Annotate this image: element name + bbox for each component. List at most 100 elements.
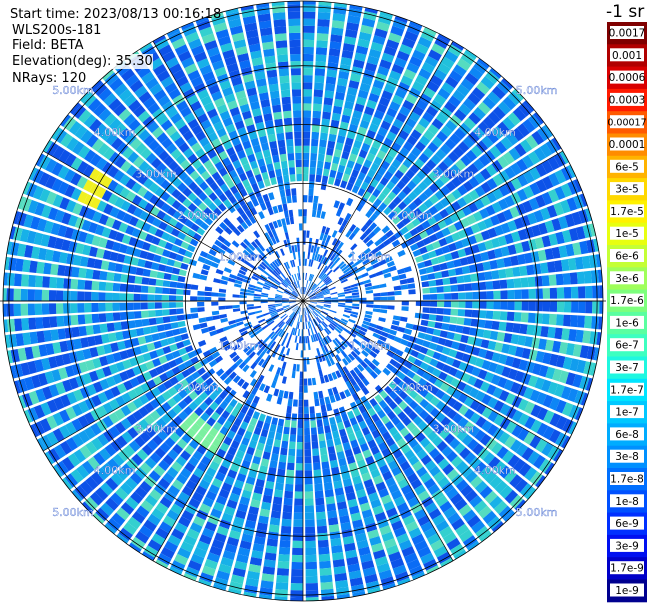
ppi-cell [413, 197, 423, 207]
ppi-cell [506, 311, 515, 322]
ppi-cell [527, 276, 536, 287]
ppi-cell [549, 353, 559, 367]
colorbar-tick-label: 1e-9 [615, 585, 639, 597]
ppi-cell [391, 320, 400, 326]
ppi-cell [421, 313, 430, 320]
ppi-cell [303, 124, 311, 132]
ppi-cell [304, 287, 306, 295]
ppi-cell [488, 362, 498, 373]
ppi-cell [489, 67, 502, 79]
ppi-cell [324, 299, 332, 301]
ppi-cell [386, 181, 396, 191]
ppi-cell [527, 375, 538, 388]
ppi-cell [464, 344, 474, 354]
ppi-cell [511, 127, 525, 142]
ppi-cell [308, 181, 315, 189]
ppi-cell [533, 147, 547, 162]
ppi-cell [554, 186, 566, 200]
ppi-cell [464, 72, 479, 86]
ppi-cell [352, 298, 360, 301]
ppi-cell [366, 55, 380, 66]
ppi-cell [437, 161, 449, 173]
ppi-cell [324, 278, 332, 285]
ppi-cell [398, 129, 410, 141]
ppi-cell [377, 192, 387, 202]
ppi-cell [373, 296, 381, 301]
ppi-cell [465, 301, 473, 309]
ppi-cell [462, 167, 474, 180]
ppi-cell [327, 62, 339, 71]
ppi-cell [572, 374, 583, 388]
ppi-cell [442, 156, 454, 168]
ppi-cell [480, 76, 495, 90]
ppi-cell [363, 247, 371, 255]
ppi-cell [436, 293, 445, 300]
ppi-cell [473, 106, 486, 120]
ppi-cell [339, 276, 347, 282]
ppi-cell [345, 29, 358, 39]
ppi-cell [534, 275, 543, 287]
ppi-cell [476, 140, 489, 153]
ppi-cell [355, 203, 364, 212]
ppi-cell [449, 70, 463, 83]
ppi-cell [368, 123, 379, 133]
ppi-cell [518, 359, 528, 371]
ppi-cell [308, 273, 312, 281]
ppi-cell [458, 122, 472, 135]
ppi-cell [468, 189, 480, 201]
ppi-cell [449, 316, 458, 324]
ppi-cell [493, 248, 503, 259]
ppi-cell [499, 279, 508, 289]
ppi-cell [364, 106, 375, 116]
ppi-cell [323, 241, 329, 250]
ppi-cell [480, 181, 492, 194]
ppi-cell [317, 26, 330, 34]
ppi-cell [400, 75, 413, 87]
ppi-cell [455, 351, 465, 361]
ppi-cell [524, 336, 534, 348]
ppi-cell [578, 301, 586, 314]
ppi-cell [485, 70, 500, 85]
ppi-cell [322, 257, 328, 265]
ppi-cell [423, 259, 433, 267]
ppi-cell [440, 143, 452, 155]
ppi-cell [585, 285, 593, 299]
ppi-cell [368, 48, 382, 59]
ppi-cell [328, 55, 340, 64]
ppi-cell [453, 333, 462, 342]
colorbar-unit-label: -1 sr [606, 2, 644, 22]
ppi-cell [586, 346, 596, 360]
ppi-cell [348, 318, 356, 324]
ppi-cell [311, 252, 316, 260]
ppi-cell [492, 106, 506, 120]
ppi-cell [400, 226, 409, 235]
ppi-cell [563, 301, 572, 313]
ppi-cell [383, 170, 394, 181]
ppi-cell [503, 333, 513, 343]
ppi-cell [339, 121, 349, 131]
colorbar-tick-label: 6e-9 [615, 518, 639, 530]
ppi-cell [564, 213, 575, 228]
ppi-cell [406, 237, 416, 246]
ppi-cell [342, 314, 350, 319]
ppi-cell [320, 182, 327, 191]
ppi-cell [568, 227, 579, 242]
ppi-cell [321, 175, 329, 184]
ppi-cell [364, 227, 373, 236]
ppi-cell [569, 358, 580, 372]
ppi-cell [479, 291, 487, 300]
ppi-cell [371, 116, 382, 127]
ppi-cell [542, 352, 552, 365]
ppi-cell [434, 178, 445, 189]
ppi-cell [376, 103, 388, 114]
ppi-cell [510, 255, 519, 266]
ppi-cell [367, 168, 376, 179]
ppi-cell [344, 212, 352, 222]
ppi-cell [481, 135, 494, 149]
ppi-cell [449, 276, 458, 285]
ppi-cell [303, 216, 307, 224]
ppi-cell [324, 90, 335, 99]
ppi-cell [305, 287, 309, 295]
ppi-cell [379, 309, 388, 314]
